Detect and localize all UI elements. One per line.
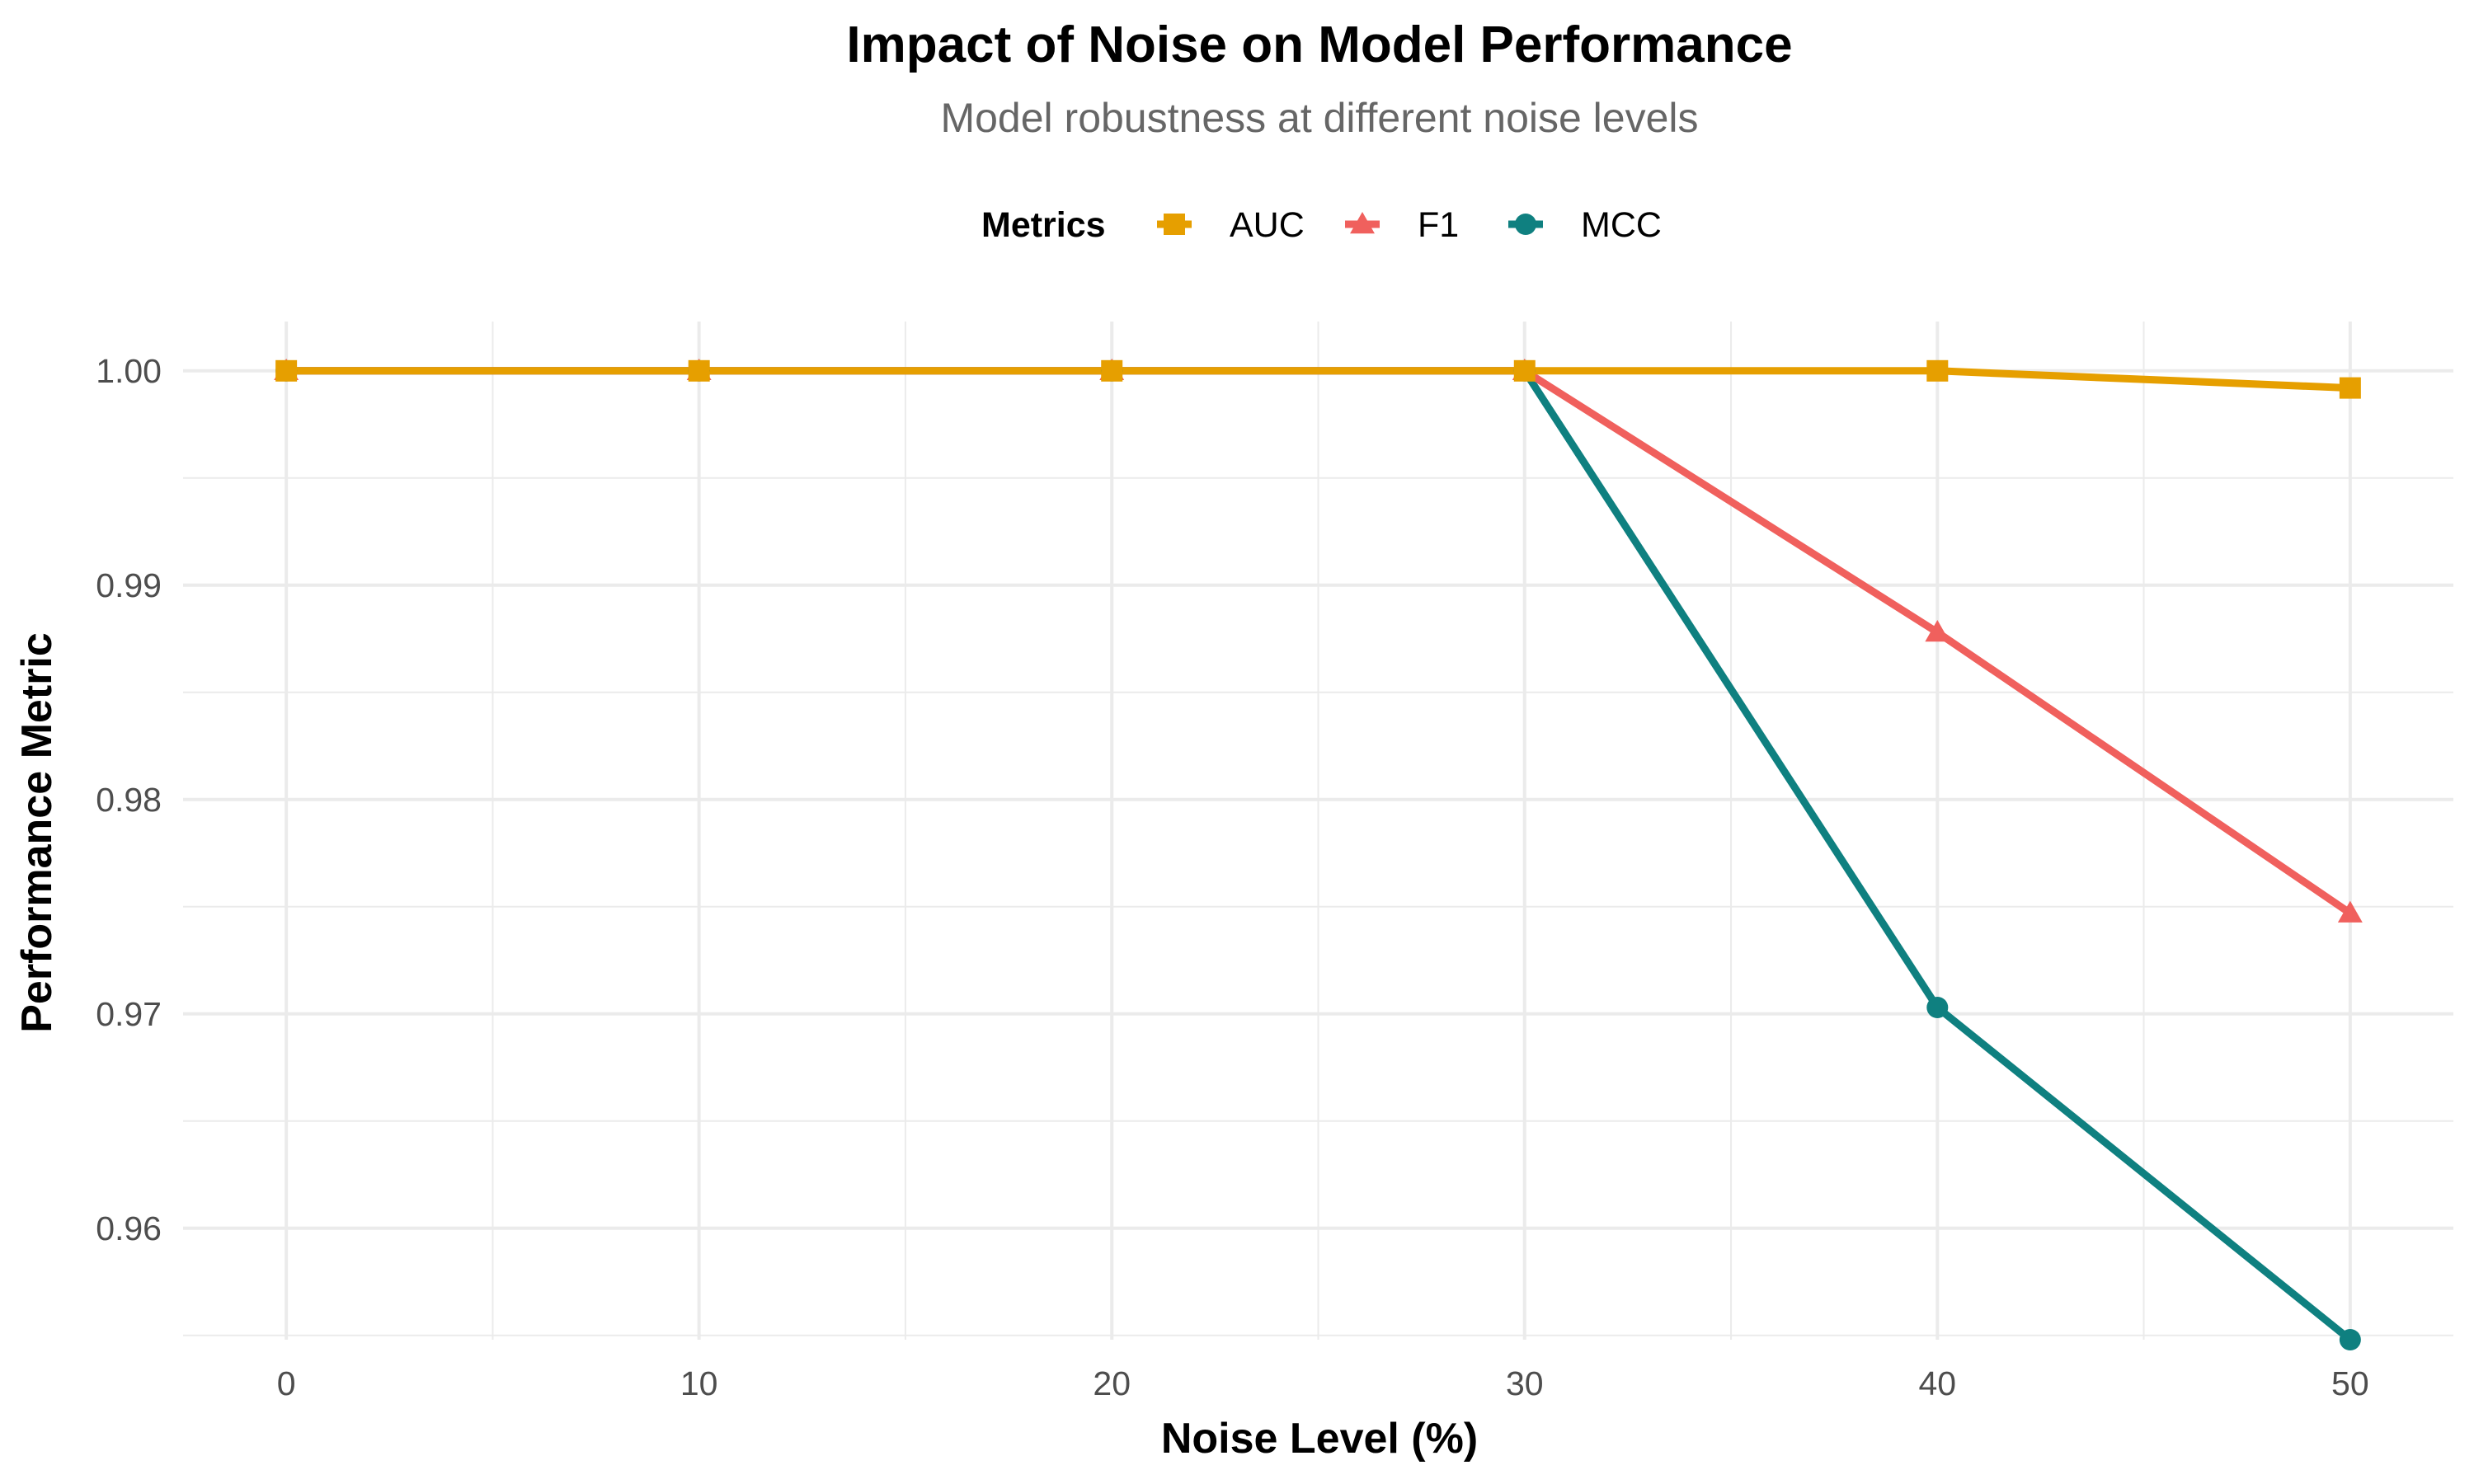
x-tick-label: 50 [2331, 1364, 2369, 1402]
auc-data-point [1513, 359, 1536, 382]
legend-mcc-label: MCC [1581, 205, 1662, 245]
y-axis-ticks: 0.96 0.97 0.98 0.99 1.00 [96, 352, 162, 1247]
y-tick-label: 0.98 [96, 781, 162, 819]
legend-mcc-marker [1515, 214, 1536, 235]
y-tick-label: 0.97 [96, 995, 162, 1033]
x-tick-label: 20 [1093, 1364, 1131, 1402]
y-tick-label: 0.99 [96, 566, 162, 604]
x-tick-label: 0 [277, 1364, 296, 1402]
x-tick-label: 40 [1919, 1364, 1957, 1402]
x-tick-label: 10 [680, 1364, 718, 1402]
f1-data-point [1925, 620, 1950, 642]
x-axis-title: Noise Level (%) [1161, 1415, 1478, 1463]
f1-data-point [2337, 900, 2363, 923]
series-lines [282, 367, 2354, 1344]
legend-auc-label: AUC [1230, 205, 1305, 245]
chart-title: Impact of Noise on Model Performance [846, 16, 1792, 73]
y-axis-title: Performance Metric [13, 632, 61, 1033]
auc-data-point [2339, 377, 2361, 399]
legend-f1-label: F1 [1418, 205, 1459, 245]
x-tick-label: 30 [1506, 1364, 1544, 1402]
auc-data-point [1926, 359, 1949, 382]
legend-auc-marker [1164, 214, 1185, 235]
x-axis-ticks: 0 10 20 30 40 50 [277, 1364, 2369, 1402]
mcc-data-point [2339, 1329, 2361, 1350]
chart-subtitle: Model robustness at different noise leve… [940, 95, 1698, 141]
y-tick-label: 1.00 [96, 352, 162, 390]
auc-data-point [1101, 359, 1123, 382]
mcc-data-point [1926, 997, 1949, 1018]
legend-f1-marker [1350, 212, 1375, 234]
legend: Metrics AUC F1 MCC [981, 205, 1662, 245]
legend-title: Metrics [981, 205, 1106, 245]
auc-series-line [282, 367, 2354, 392]
series-markers [274, 358, 2363, 1350]
y-tick-label: 0.96 [96, 1209, 162, 1247]
auc-data-point [275, 359, 298, 382]
auc-data-point [688, 359, 710, 382]
